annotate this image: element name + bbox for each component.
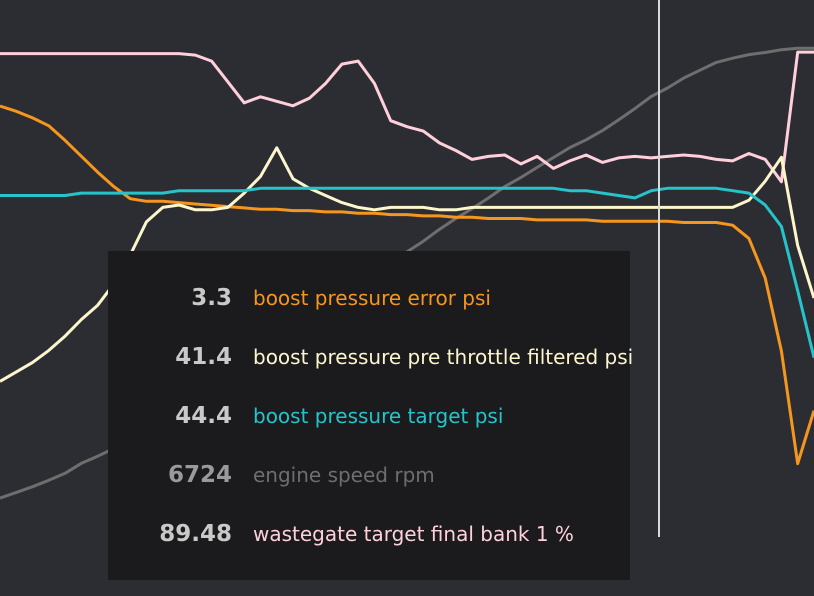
tooltip-label: boost pressure target psi xyxy=(253,404,504,428)
tooltip-value: 3.3 xyxy=(191,285,232,311)
hover-tooltip: 3.3 boost pressure error psi 41.4 boost … xyxy=(108,251,634,580)
tooltip-value: 44.4 xyxy=(175,403,232,429)
series-line-2 xyxy=(0,186,814,358)
tooltip-value: 89.48 xyxy=(159,521,232,547)
tooltip-row-boost-pre-throttle: 41.4 boost pressure pre throttle filtere… xyxy=(108,342,634,372)
tooltip-row-boost-error: 3.3 boost pressure error psi xyxy=(108,283,630,313)
series-line-0 xyxy=(0,104,814,466)
tooltip-label: boost pressure pre throttle filtered psi xyxy=(253,345,634,369)
tooltip-row-boost-target: 44.4 boost pressure target psi xyxy=(108,401,630,431)
tooltip-label: boost pressure error psi xyxy=(253,286,491,310)
tooltip-label: wastegate target final bank 1 % xyxy=(253,522,574,546)
cursor-line xyxy=(658,0,661,537)
series-line-4 xyxy=(0,50,814,184)
tooltip-row-engine-speed: 6724 engine speed rpm xyxy=(108,460,630,490)
tooltip-value: 6724 xyxy=(167,462,232,488)
tooltip-row-wastegate: 89.48 wastegate target final bank 1 % xyxy=(108,519,630,549)
tooltip-label: engine speed rpm xyxy=(253,463,435,487)
tooltip-value: 41.4 xyxy=(175,344,232,370)
series-line-1 xyxy=(0,146,814,383)
